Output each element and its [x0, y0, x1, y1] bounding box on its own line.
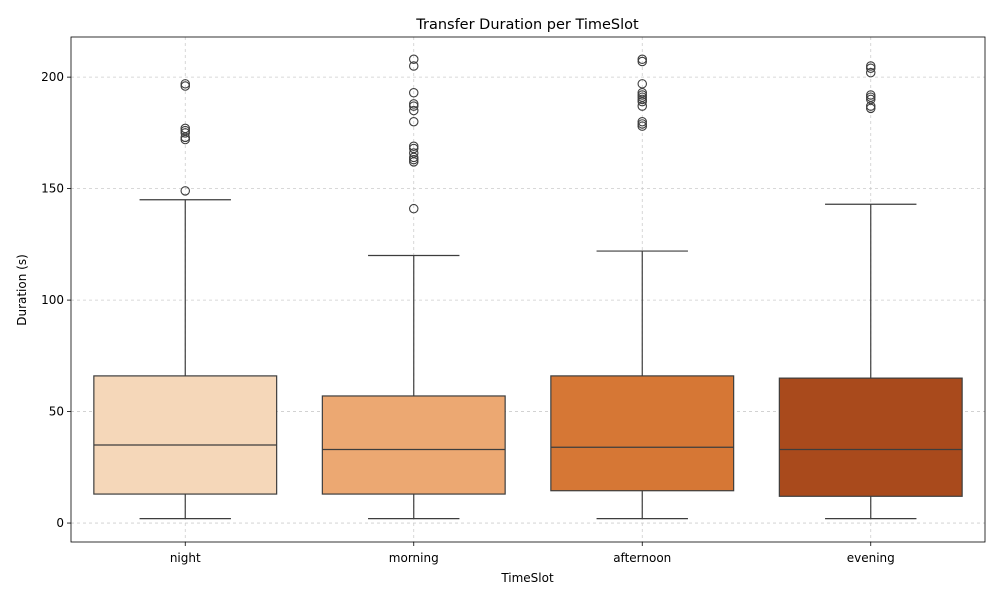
outlier-point	[180, 186, 191, 196]
outlier-point	[865, 63, 876, 73]
y-axis-label: Duration (s)	[15, 254, 29, 326]
outlier-point	[865, 92, 876, 102]
outlier-point	[637, 79, 647, 89]
outlier-point	[180, 123, 191, 134]
chart-title: Transfer Duration per TimeSlot	[415, 17, 639, 33]
box-evening	[778, 61, 963, 520]
outlier-point	[637, 119, 647, 129]
outlier-point	[408, 116, 419, 127]
outlier-point	[408, 99, 419, 109]
outlier-point	[408, 143, 419, 154]
box-afternoon	[550, 54, 735, 520]
y-tick-label: 100	[41, 293, 64, 307]
outlier-point	[408, 61, 419, 71]
y-tick-label: 50	[49, 405, 64, 419]
outlier-point	[637, 54, 647, 65]
outlier-point	[408, 101, 419, 111]
x-tick-label: evening	[847, 551, 895, 565]
outlier-point	[865, 61, 876, 71]
x-tick-label: afternoon	[613, 551, 671, 565]
box-iqr	[93, 375, 278, 495]
outlier-point	[408, 141, 419, 151]
x-axis-label: TimeSlot	[500, 571, 554, 585]
box-iqr	[321, 395, 506, 495]
y-axis: 0 50 100 150 200	[41, 70, 71, 530]
box-series	[93, 54, 963, 520]
outlier-point	[180, 128, 191, 138]
x-tick-label: night	[170, 551, 201, 565]
outlier-point	[637, 92, 647, 102]
outlier-point	[865, 90, 876, 100]
outlier-point	[408, 148, 419, 158]
outlier-point	[865, 94, 876, 105]
outlier-point	[408, 105, 419, 116]
outlier-point	[408, 54, 419, 65]
x-axis: night morning afternoon evening	[170, 542, 895, 565]
plot-frame	[70, 36, 986, 543]
outlier-point	[637, 56, 647, 67]
box-night	[93, 79, 278, 520]
y-tick-label: 0	[56, 516, 64, 530]
outlier-point	[180, 79, 191, 89]
box-iqr	[550, 375, 735, 492]
outlier-point	[637, 94, 647, 105]
y-tick-label: 150	[41, 182, 64, 196]
outlier-point	[865, 67, 876, 78]
outlier-point	[637, 116, 647, 127]
outlier-point	[180, 125, 191, 136]
outlier-point	[180, 81, 191, 91]
outlier-point	[408, 87, 419, 98]
outlier-point	[408, 154, 419, 165]
outlier-point	[408, 203, 419, 214]
box-morning	[321, 54, 506, 520]
outlier-point	[637, 121, 647, 131]
box-iqr	[778, 377, 963, 497]
x-tick-label: morning	[389, 551, 439, 565]
y-tick-label: 200	[41, 70, 64, 84]
outlier-point	[637, 90, 647, 100]
